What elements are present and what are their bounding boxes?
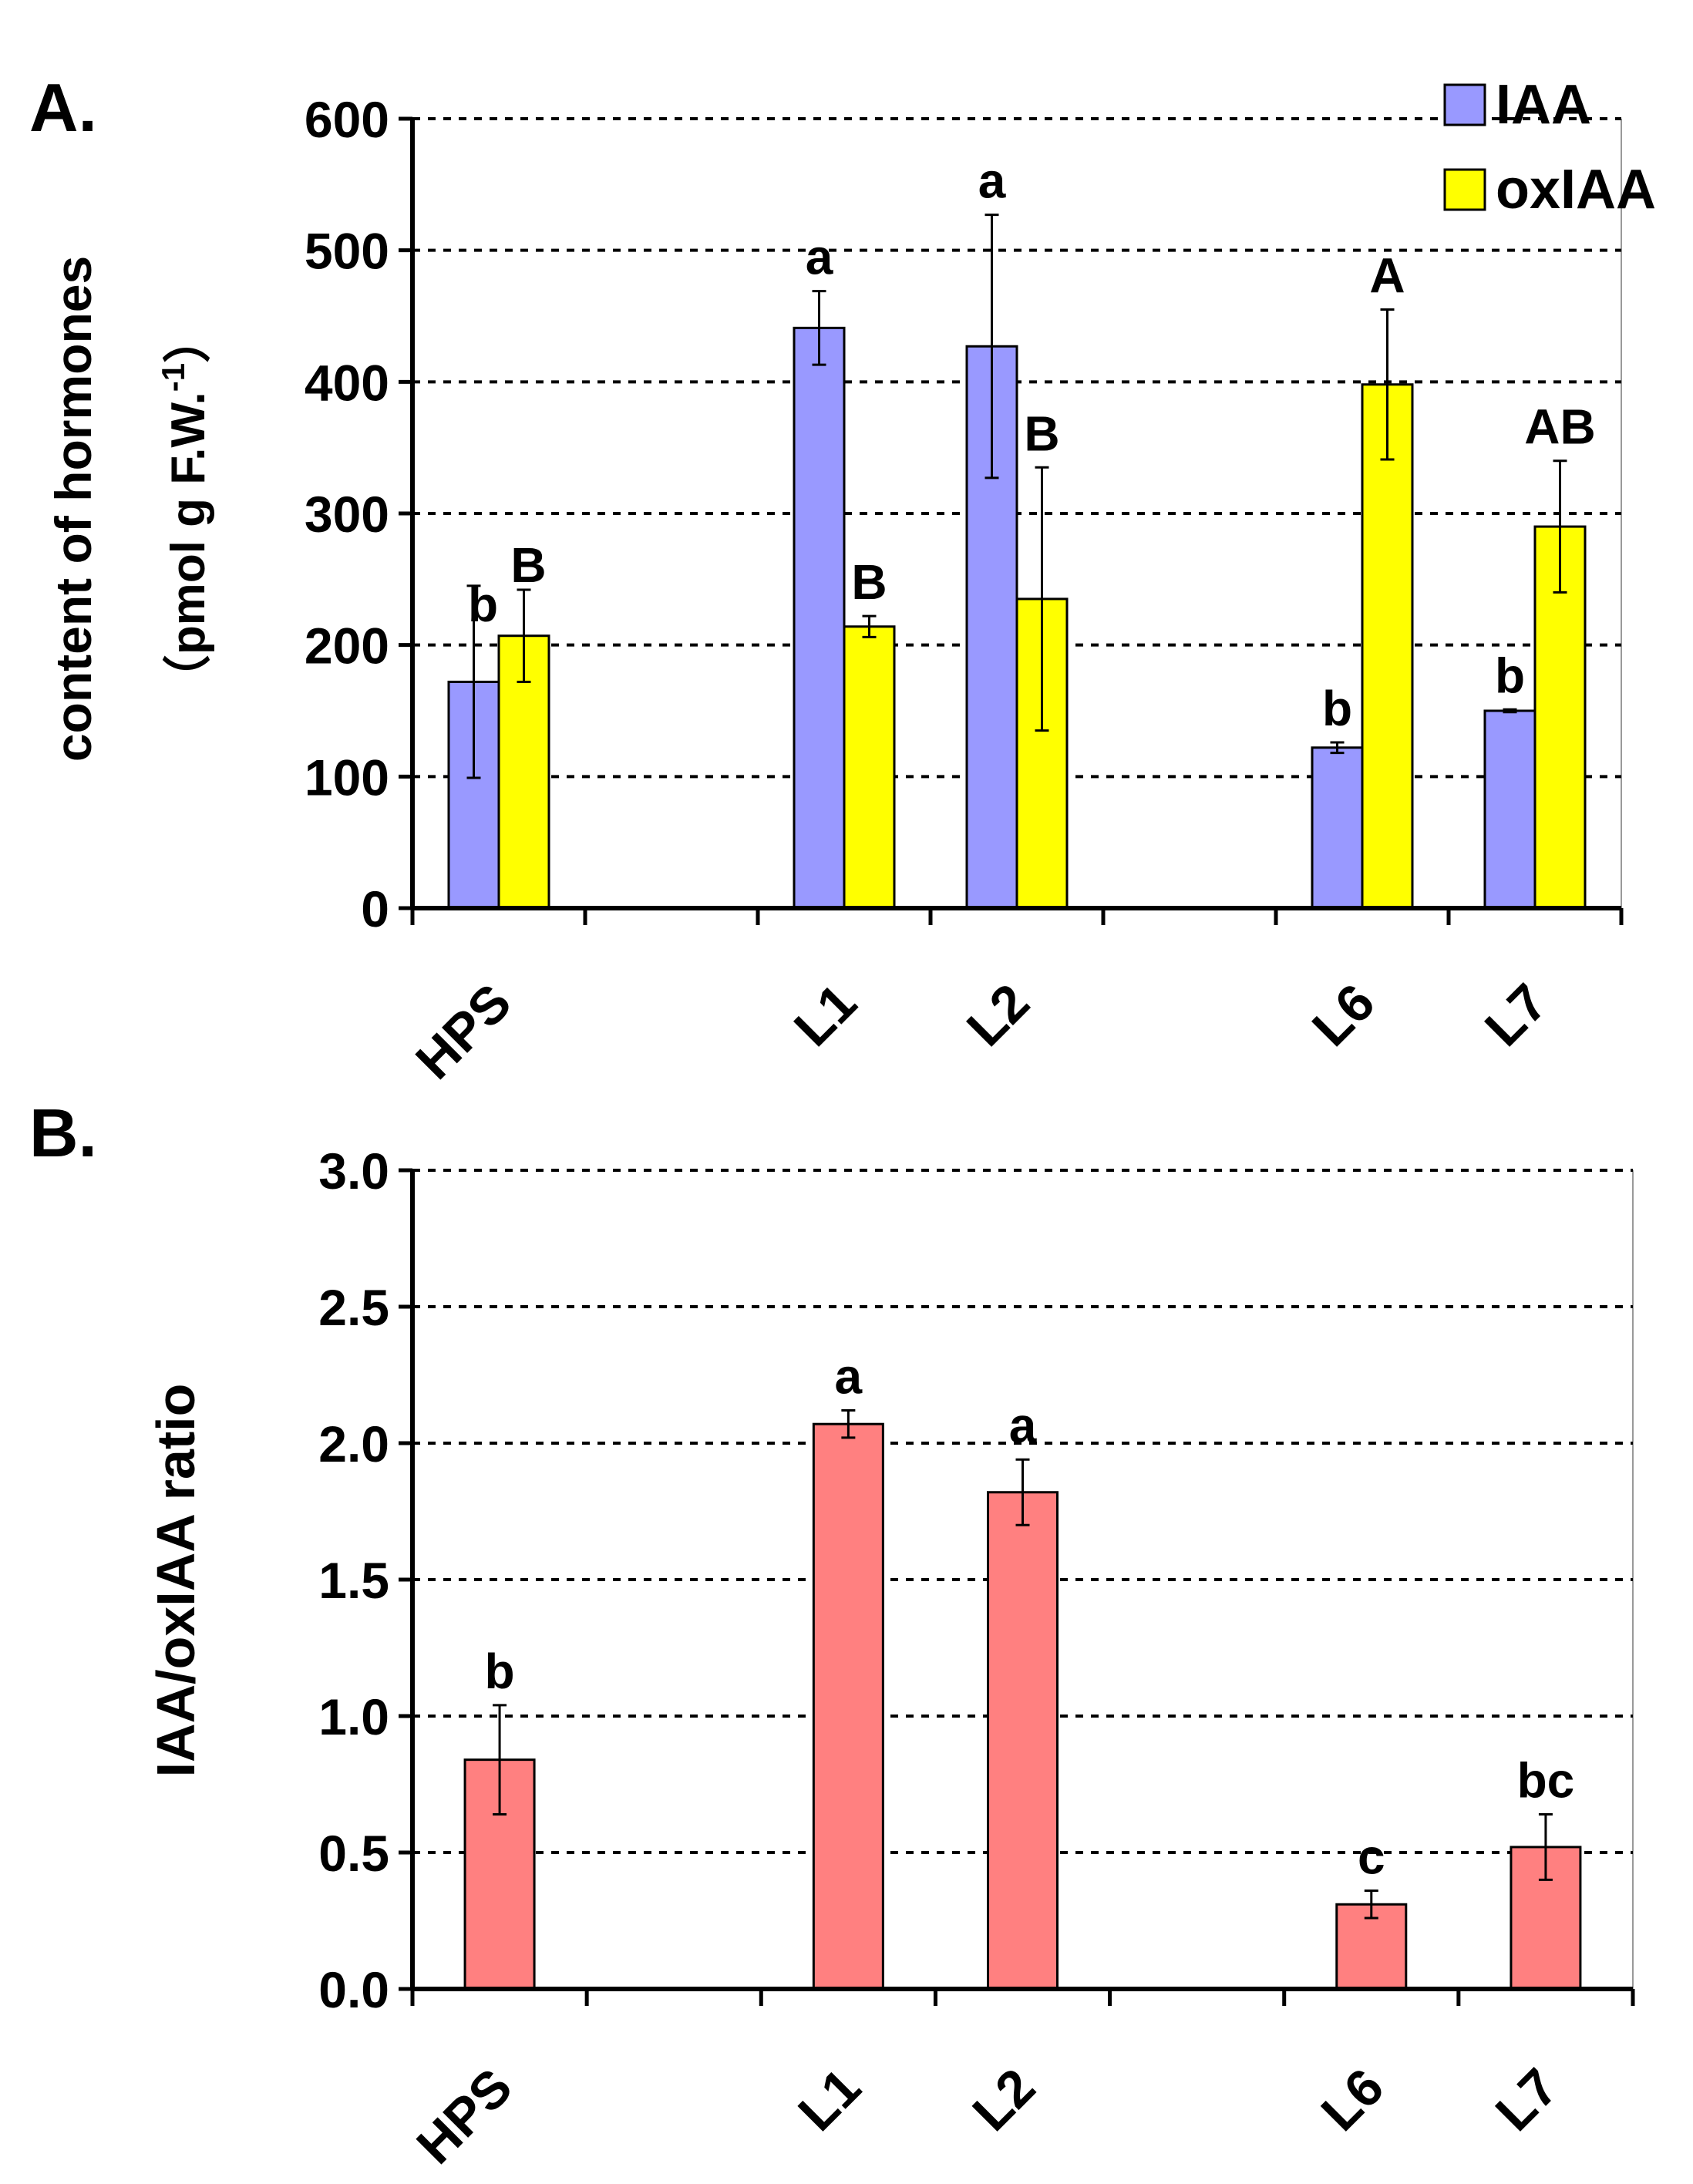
y-tick-label: 1.5 [318,1552,389,1609]
x-category-label: L7 [1474,973,1559,1058]
y-tick-label: 2.0 [318,1415,389,1472]
significance-letter: a [806,230,833,285]
y-tick-label: 0.0 [318,1961,389,2018]
y-tick-label: 100 [305,749,389,806]
y-axis-units: （pmol g F.W.-1） [155,315,215,702]
significance-letter: a [1009,1398,1037,1453]
y-tick-label: 200 [305,618,389,675]
bar-oxiaa [843,625,896,910]
significance-letter: c [1358,1829,1385,1885]
significance-letter: a [978,153,1006,209]
significance-letter: AB [1524,399,1595,455]
panel-label: A. [29,69,97,146]
y-tick-label: 3.0 [318,1142,389,1200]
y-tick-label: 1.0 [318,1688,389,1745]
y-tick-label: 2.5 [318,1279,389,1336]
y-axis-units-close: ） [161,315,215,363]
significance-letter: b [468,577,498,632]
significance-letter: a [835,1349,863,1405]
significance-letter: bc [1517,1752,1575,1808]
legend-swatch-oxiaa [1443,168,1486,211]
x-category-label: L6 [1301,973,1386,1058]
bar-iaa [1483,709,1536,910]
y-tick-label: 400 [305,354,389,411]
x-category-label: L7 [1485,2058,1570,2142]
bar-iaa [1311,746,1364,910]
significance-letter: b [485,1644,515,1699]
y-tick-label: 300 [305,486,389,543]
y-axis-title: content of hormones [45,256,102,762]
panel-label: B. [29,1095,97,1171]
y-axis-units-superscript: -1 [155,363,191,392]
bar-oxiaa [1361,383,1414,910]
significance-letter: b [1322,681,1352,736]
bar-iaa [793,326,846,910]
x-category-label: L1 [787,2058,872,2142]
y-tick-label: 600 [305,91,389,148]
x-category-label: L2 [956,973,1041,1058]
bar-iaa-oxiaa-ratio [987,1491,1059,1991]
y-axis-title: IAA/oxIAA ratio [146,1384,206,1778]
x-category-label: L1 [783,973,868,1058]
y-tick-label: 0 [361,880,389,937]
x-category-label: HPS [405,973,523,1091]
legend-label-iaa: IAA [1496,74,1591,136]
legend-label-oxiaa: oxIAA [1496,159,1656,220]
x-category-label: L6 [1311,2058,1395,2142]
significance-letter: b [1495,648,1525,703]
x-category-label: HPS [406,2058,523,2176]
y-tick-label: 500 [305,223,389,280]
chart-panel-b: 0.0 0.5 1.0 1.5 2.0 2.5 3.0 b a a c bc HPS L1 L2 L6 L7 B.… [29,1095,1635,2176]
legend-swatch-iaa [1443,83,1486,126]
significance-letter: A [1369,247,1405,303]
y-tick-label: 0.5 [318,1825,389,1882]
significance-letter: B [1024,406,1059,461]
x-category-label: L2 [961,2058,1046,2142]
significance-letter: B [851,554,887,610]
y-axis-units-text: （pmol g F.W. [161,392,215,702]
significance-letter: B [510,537,546,593]
bar-iaa-oxiaa-ratio [812,1422,884,1991]
